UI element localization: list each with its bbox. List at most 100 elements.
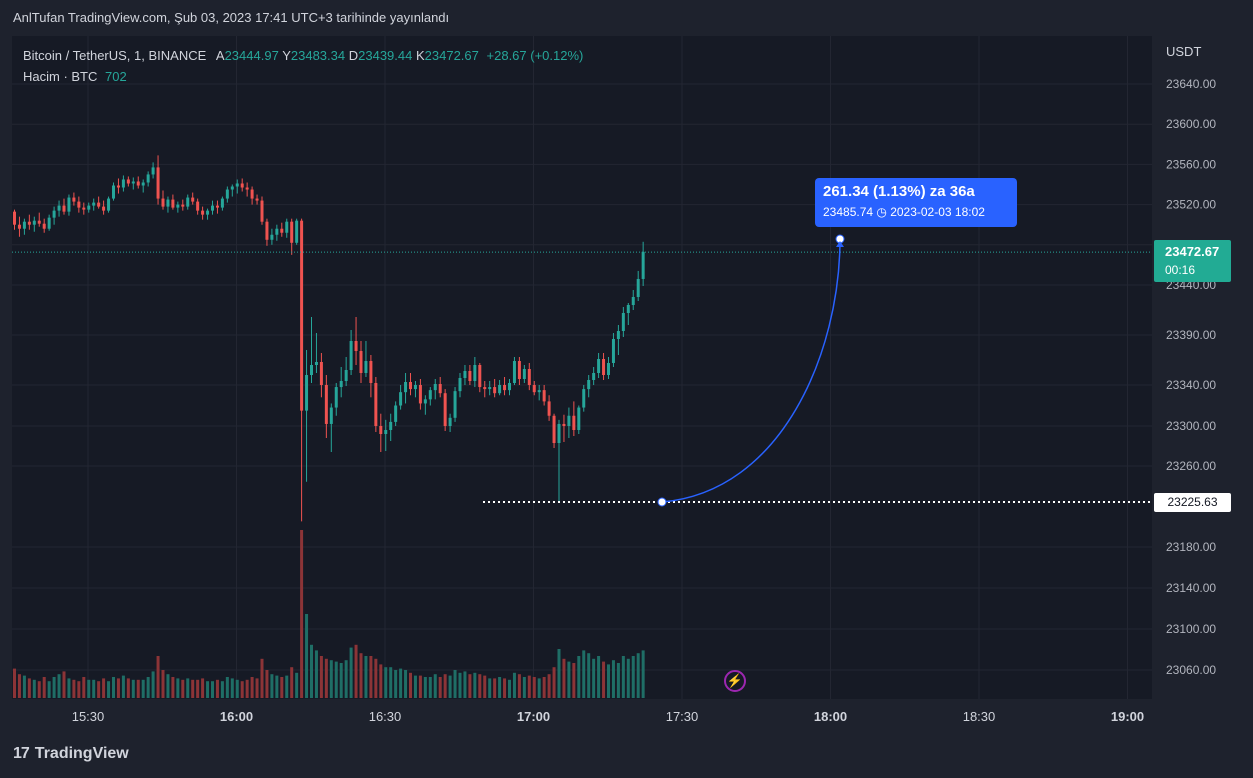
publication-header: AnlTufan TradingView.com, Şub 03, 2023 1… [13, 10, 450, 25]
candle-body [275, 228, 279, 235]
volume-bar [329, 660, 333, 698]
volume-bar [290, 667, 294, 698]
time-tick-label: 19:00 [1111, 709, 1144, 724]
candle-body [413, 385, 417, 390]
bar-countdown: 00:16 [1165, 263, 1196, 277]
candle-body [433, 384, 437, 391]
volume-bar [285, 675, 289, 698]
candle-body [344, 370, 348, 381]
candle-body [67, 197, 71, 212]
candle-body [27, 221, 31, 225]
candle-body [255, 198, 259, 201]
time-tick-label: 15:30 [72, 709, 105, 724]
price-tick-label: 23640.00 [1166, 77, 1216, 91]
price-tick-label: 23260.00 [1166, 459, 1216, 473]
volume-bar [171, 677, 175, 698]
volume-bar [255, 678, 259, 698]
volume-bar [131, 679, 135, 698]
candle-body [611, 339, 615, 363]
candle-body [498, 385, 502, 394]
candle-body [13, 211, 16, 225]
volume-bar [97, 681, 101, 698]
volume-bar [384, 667, 388, 698]
symbol-name[interactable]: Bitcoin / TetherUS, 1, BINANCE [23, 48, 207, 63]
volume-bar [389, 667, 393, 698]
volume-bar [13, 668, 16, 698]
candle-body [116, 185, 120, 188]
candle-body [240, 183, 244, 188]
lightning-icon[interactable]: ⚡ [724, 670, 746, 692]
candle-body [82, 207, 86, 210]
candle-body [225, 189, 229, 199]
candle-body [334, 387, 338, 408]
candle-body [62, 205, 66, 212]
candle-body [512, 361, 516, 383]
volume-bar [220, 681, 224, 698]
volume-bar [151, 671, 155, 698]
time-tick-label: 17:30 [666, 709, 699, 724]
candle-body [57, 205, 61, 211]
candle-body [493, 387, 497, 394]
last-price-tag: 23472.67 00:16 [1154, 240, 1231, 282]
candle-body [131, 181, 135, 184]
candle-body [319, 362, 323, 385]
projection-arrow [836, 241, 844, 248]
volume-bar [344, 660, 348, 698]
volume-bar [107, 681, 111, 698]
candle-body [537, 390, 541, 393]
candle-body [542, 390, 546, 402]
volume-bar [32, 679, 36, 698]
volume-bar [641, 650, 645, 698]
candle-body [508, 383, 511, 391]
candle-body [285, 221, 289, 233]
candle-body [17, 224, 21, 229]
volume-bar [156, 656, 160, 698]
candle-body [483, 387, 487, 390]
time-tick-label: 16:00 [220, 709, 253, 724]
candle-body [597, 359, 601, 373]
volume-bar [300, 530, 304, 698]
time-tick-label: 17:00 [517, 709, 550, 724]
volume-bar [295, 672, 299, 698]
volume-bar [211, 681, 214, 698]
tradingview-brand[interactable]: 17 TradingView [13, 745, 129, 763]
candle-body [300, 220, 304, 411]
candle-body [161, 198, 165, 207]
candle-body [587, 380, 591, 390]
candle-body [265, 221, 269, 240]
candle-body [102, 206, 106, 211]
volume-bar [517, 674, 521, 698]
candle-body [473, 365, 477, 381]
volume-bar [339, 663, 343, 698]
candle-body [602, 359, 606, 375]
candle-body [305, 375, 309, 411]
candle-body [547, 401, 551, 416]
candle-body [577, 407, 581, 430]
candle-body [527, 369, 531, 385]
price-tick-label: 23600.00 [1166, 117, 1216, 131]
close-label: K [415, 48, 425, 63]
candle-body [448, 417, 452, 426]
price-tick-label: 23140.00 [1166, 581, 1216, 595]
candle-body [186, 197, 190, 207]
volume-bar [636, 653, 640, 698]
volume-label[interactable]: Hacim · BTC [23, 69, 98, 84]
volume-bar [230, 678, 234, 698]
volume-bar [369, 656, 373, 698]
volume-bar [463, 671, 467, 698]
candle-body [146, 174, 150, 183]
price-tick-label: 23560.00 [1166, 157, 1216, 171]
volume-bar [305, 614, 309, 698]
candle-body [394, 405, 398, 422]
currency-label[interactable]: USDT [1166, 44, 1202, 59]
volume-bar [374, 658, 378, 698]
volume-bar [141, 679, 145, 698]
volume-bar [438, 677, 442, 698]
candle-body [166, 199, 170, 207]
volume-bar [314, 650, 318, 698]
candle-body [567, 415, 571, 426]
projection-callout[interactable]: 261.34 (1.13%) za 36a 23485.74 ◷ 2023-02… [815, 178, 1017, 227]
volume-bar [478, 674, 482, 698]
candle-body [478, 365, 482, 388]
